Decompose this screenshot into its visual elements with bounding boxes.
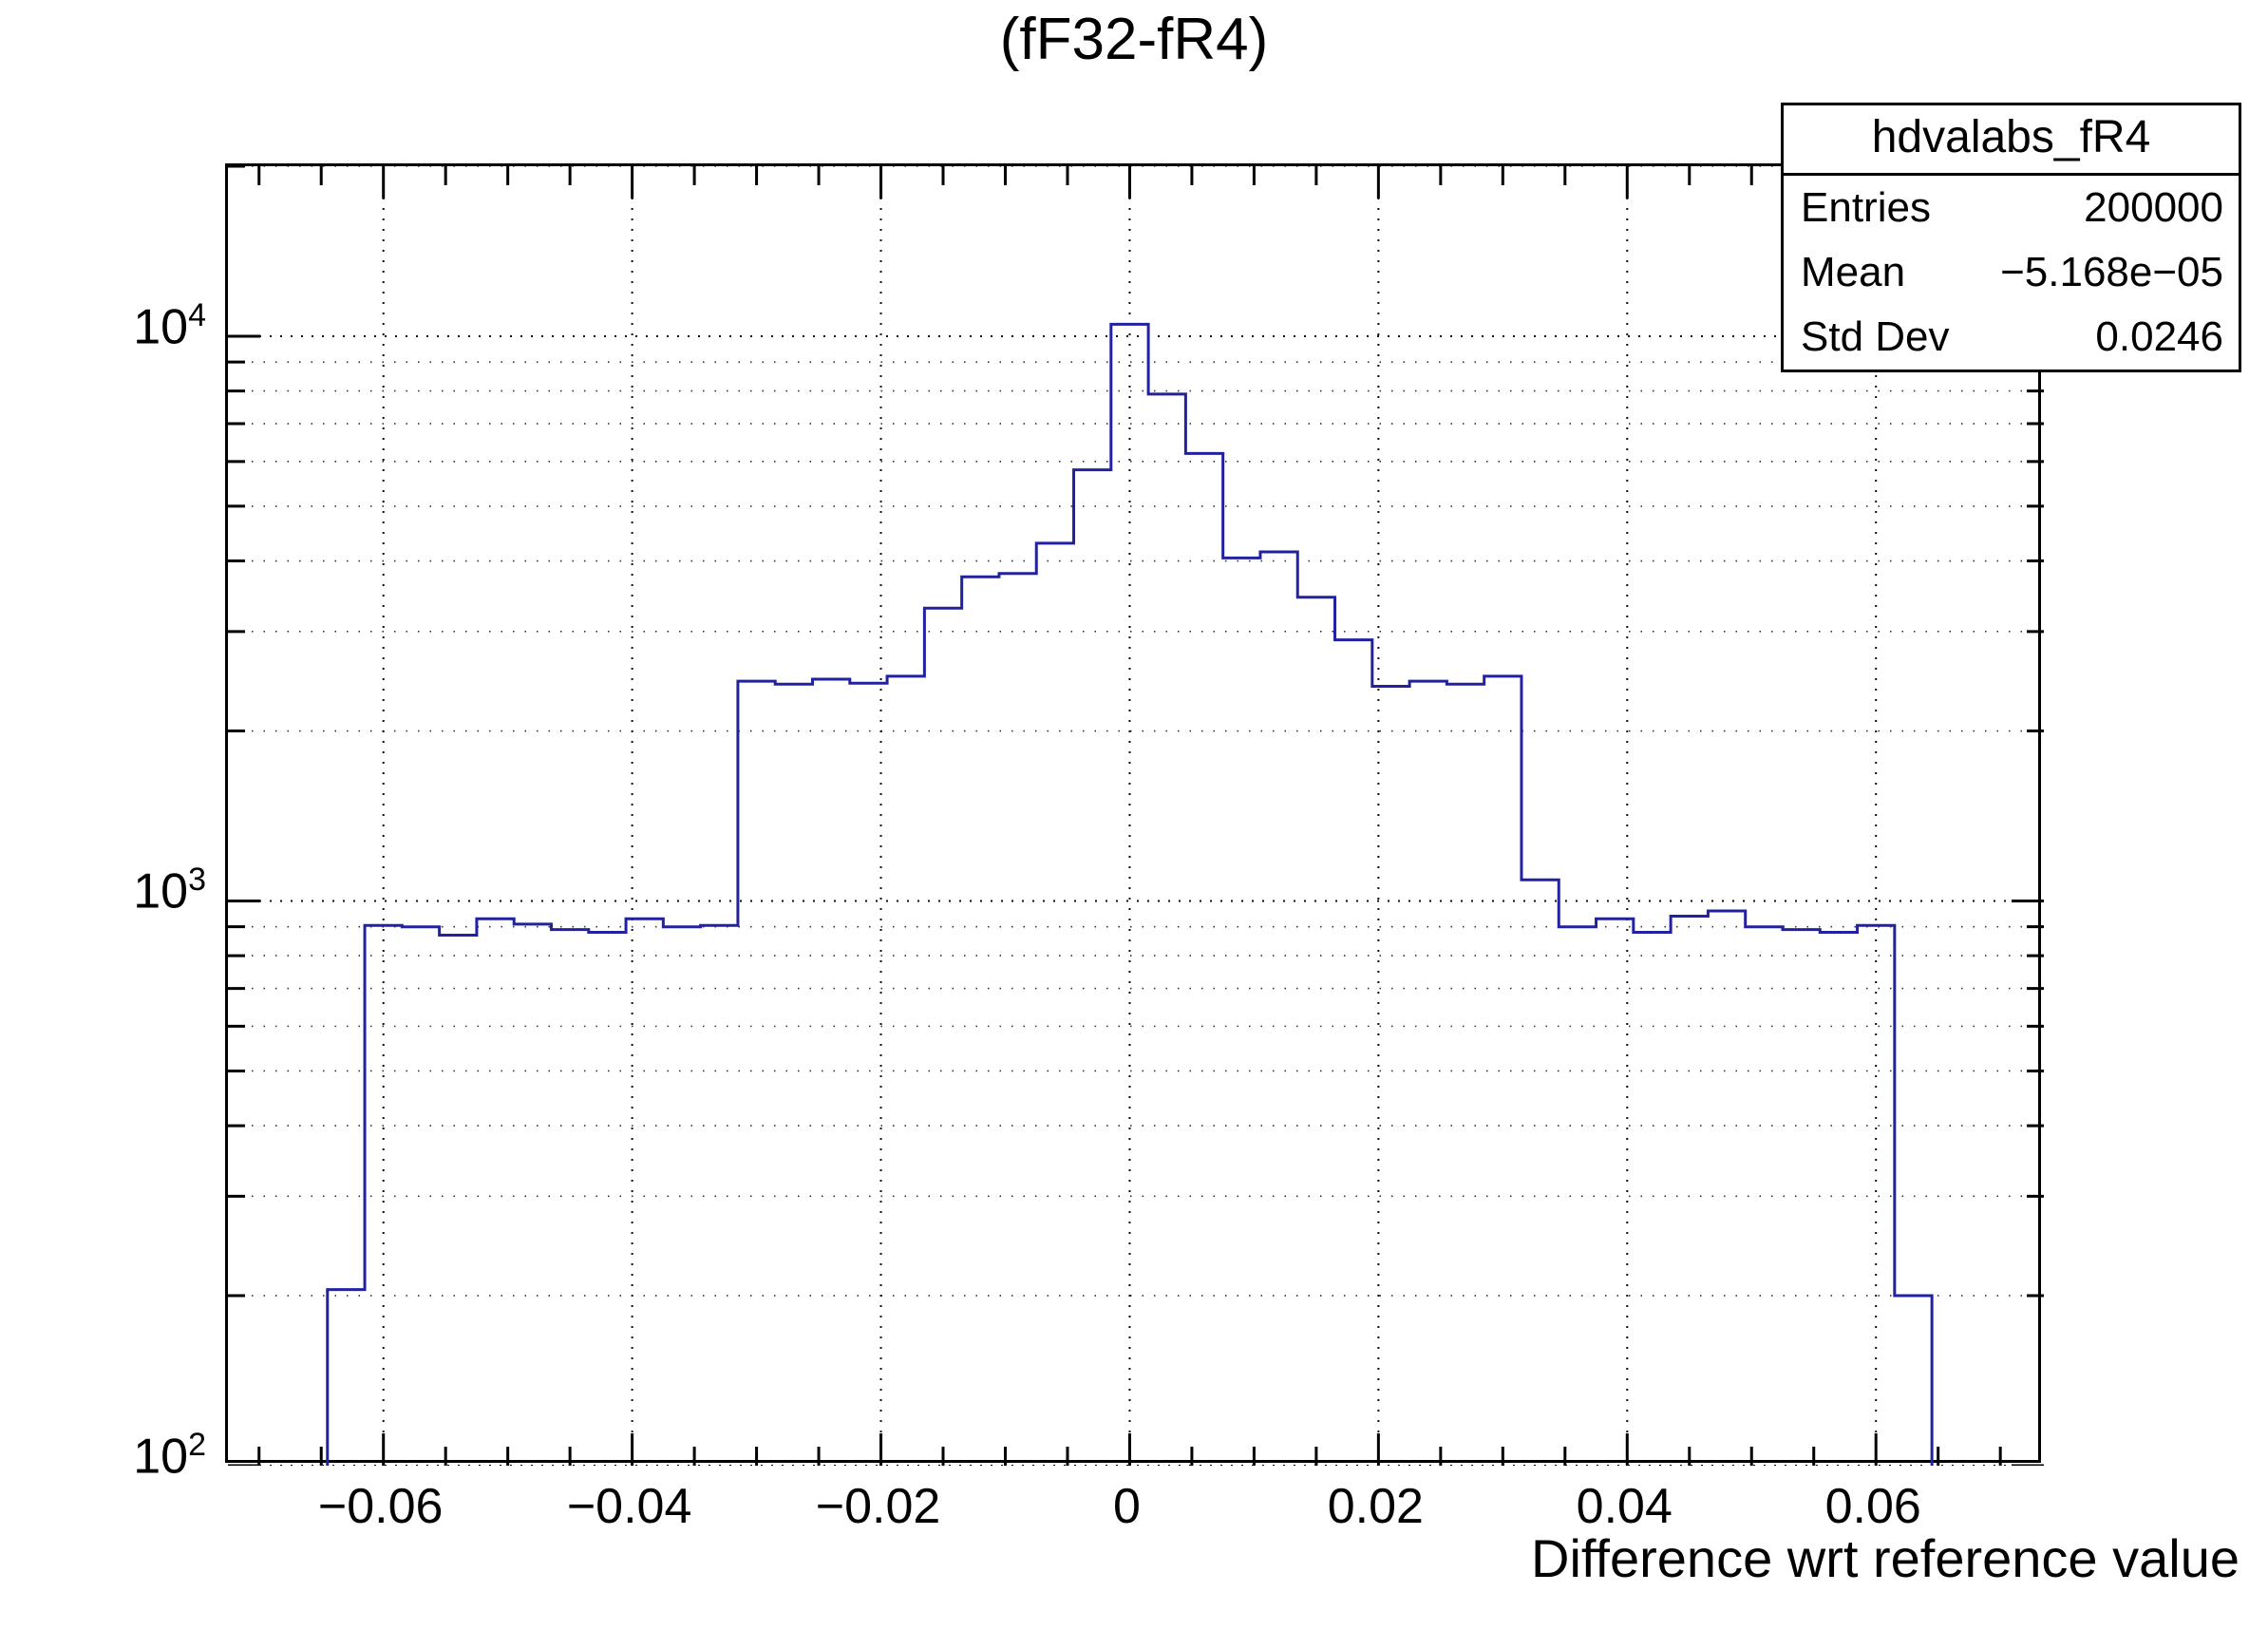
x-axis-tick-label: −0.02: [815, 1479, 941, 1534]
statistics-row-value: 0.0246: [2095, 313, 2223, 360]
x-axis-tick-label: −0.06: [317, 1479, 444, 1534]
statistics-row-label: Std Dev: [1801, 313, 1950, 360]
statistics-row: Mean −5.168e−05: [1784, 240, 2239, 305]
y-axis-tick-label: 104: [16, 297, 206, 355]
statistics-box[interactable]: hdvalabs_fR4 Entries 200000 Mean −5.168e−05…: [1781, 103, 2241, 372]
statistics-box-title: hdvalabs_fR4: [1784, 105, 2239, 176]
grid-layer: [228, 166, 2044, 1466]
statistics-rows: Entries 200000 Mean −5.168e−05 Std Dev 0.0246: [1784, 176, 2239, 370]
statistics-row-value: 200000: [2084, 184, 2223, 231]
x-axis-tick-label: 0.06: [1824, 1479, 1921, 1534]
x-axis-tick-label: −0.04: [566, 1479, 692, 1534]
y-tick-exponent: 2: [188, 1427, 206, 1463]
statistics-row: Entries 200000: [1784, 176, 2239, 240]
x-axis-title: Difference wrt reference value: [1531, 1528, 2240, 1588]
x-axis-tick-label: 0.04: [1576, 1479, 1673, 1534]
y-tick-exponent: 3: [188, 862, 206, 899]
page-title: (fF32-fR4): [999, 7, 1269, 72]
y-tick-base: 10: [133, 299, 189, 355]
y-tick-base: 10: [133, 863, 189, 919]
y-axis-tick-label: 103: [16, 862, 206, 919]
x-axis-tick-label: 0.02: [1327, 1479, 1424, 1534]
statistics-row-value: −5.168e−05: [2000, 249, 2223, 295]
plot-frame: [225, 163, 2044, 1466]
x-axis-tick-label: 0: [1112, 1479, 1141, 1534]
histogram-series: [326, 322, 1934, 1466]
y-tick-base: 10: [133, 1429, 189, 1485]
y-tick-exponent: 4: [188, 296, 206, 333]
statistics-row: Std Dev 0.0246: [1784, 305, 2239, 370]
statistics-row-label: Mean: [1801, 249, 1906, 295]
y-axis-tick-label: 102: [16, 1427, 206, 1485]
statistics-row-label: Entries: [1801, 184, 1931, 231]
